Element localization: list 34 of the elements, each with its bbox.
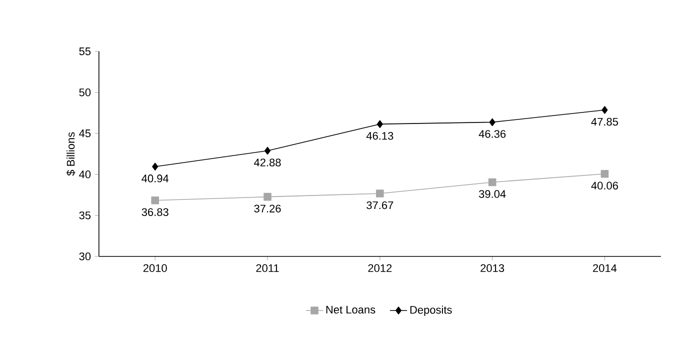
data-label: 46.13 xyxy=(366,132,394,140)
point xyxy=(264,192,272,201)
data-label: 40.94 xyxy=(142,174,169,182)
data-label: 42.88 xyxy=(254,158,281,166)
point xyxy=(489,118,496,126)
y-tick-label: 45 xyxy=(79,130,91,138)
point xyxy=(151,196,160,204)
point xyxy=(600,170,609,178)
data-label: 47.85 xyxy=(591,118,618,126)
point xyxy=(264,146,271,155)
y-tick-label: 40 xyxy=(79,170,91,178)
data-label: 36.83 xyxy=(142,208,168,216)
data-label: 37.67 xyxy=(366,201,394,210)
legend-label: Net Loans xyxy=(326,306,376,314)
y-axis-title: $ Billions xyxy=(66,132,76,176)
y-tick-label: 35 xyxy=(79,211,91,220)
x-tick-label: 2012 xyxy=(368,264,392,272)
x-tick-label: 2014 xyxy=(593,264,617,272)
data-label: 46.36 xyxy=(478,130,506,138)
legend-label: Deposits xyxy=(410,306,452,316)
point xyxy=(602,106,608,114)
point xyxy=(376,190,384,198)
x-tick-label: 2013 xyxy=(480,264,504,272)
x-tick-label: 2011 xyxy=(256,264,279,272)
y-tick-label: 55 xyxy=(79,48,91,56)
y-tick-label: 50 xyxy=(79,88,91,96)
data-label: 37.26 xyxy=(254,204,281,212)
point xyxy=(152,162,158,171)
data-label: 40.06 xyxy=(591,182,618,190)
point xyxy=(376,120,383,128)
data-label: 39.04 xyxy=(478,190,506,198)
point xyxy=(488,178,496,186)
x-tick-label: 2010 xyxy=(143,264,167,272)
y-tick-label: 30 xyxy=(79,252,91,260)
